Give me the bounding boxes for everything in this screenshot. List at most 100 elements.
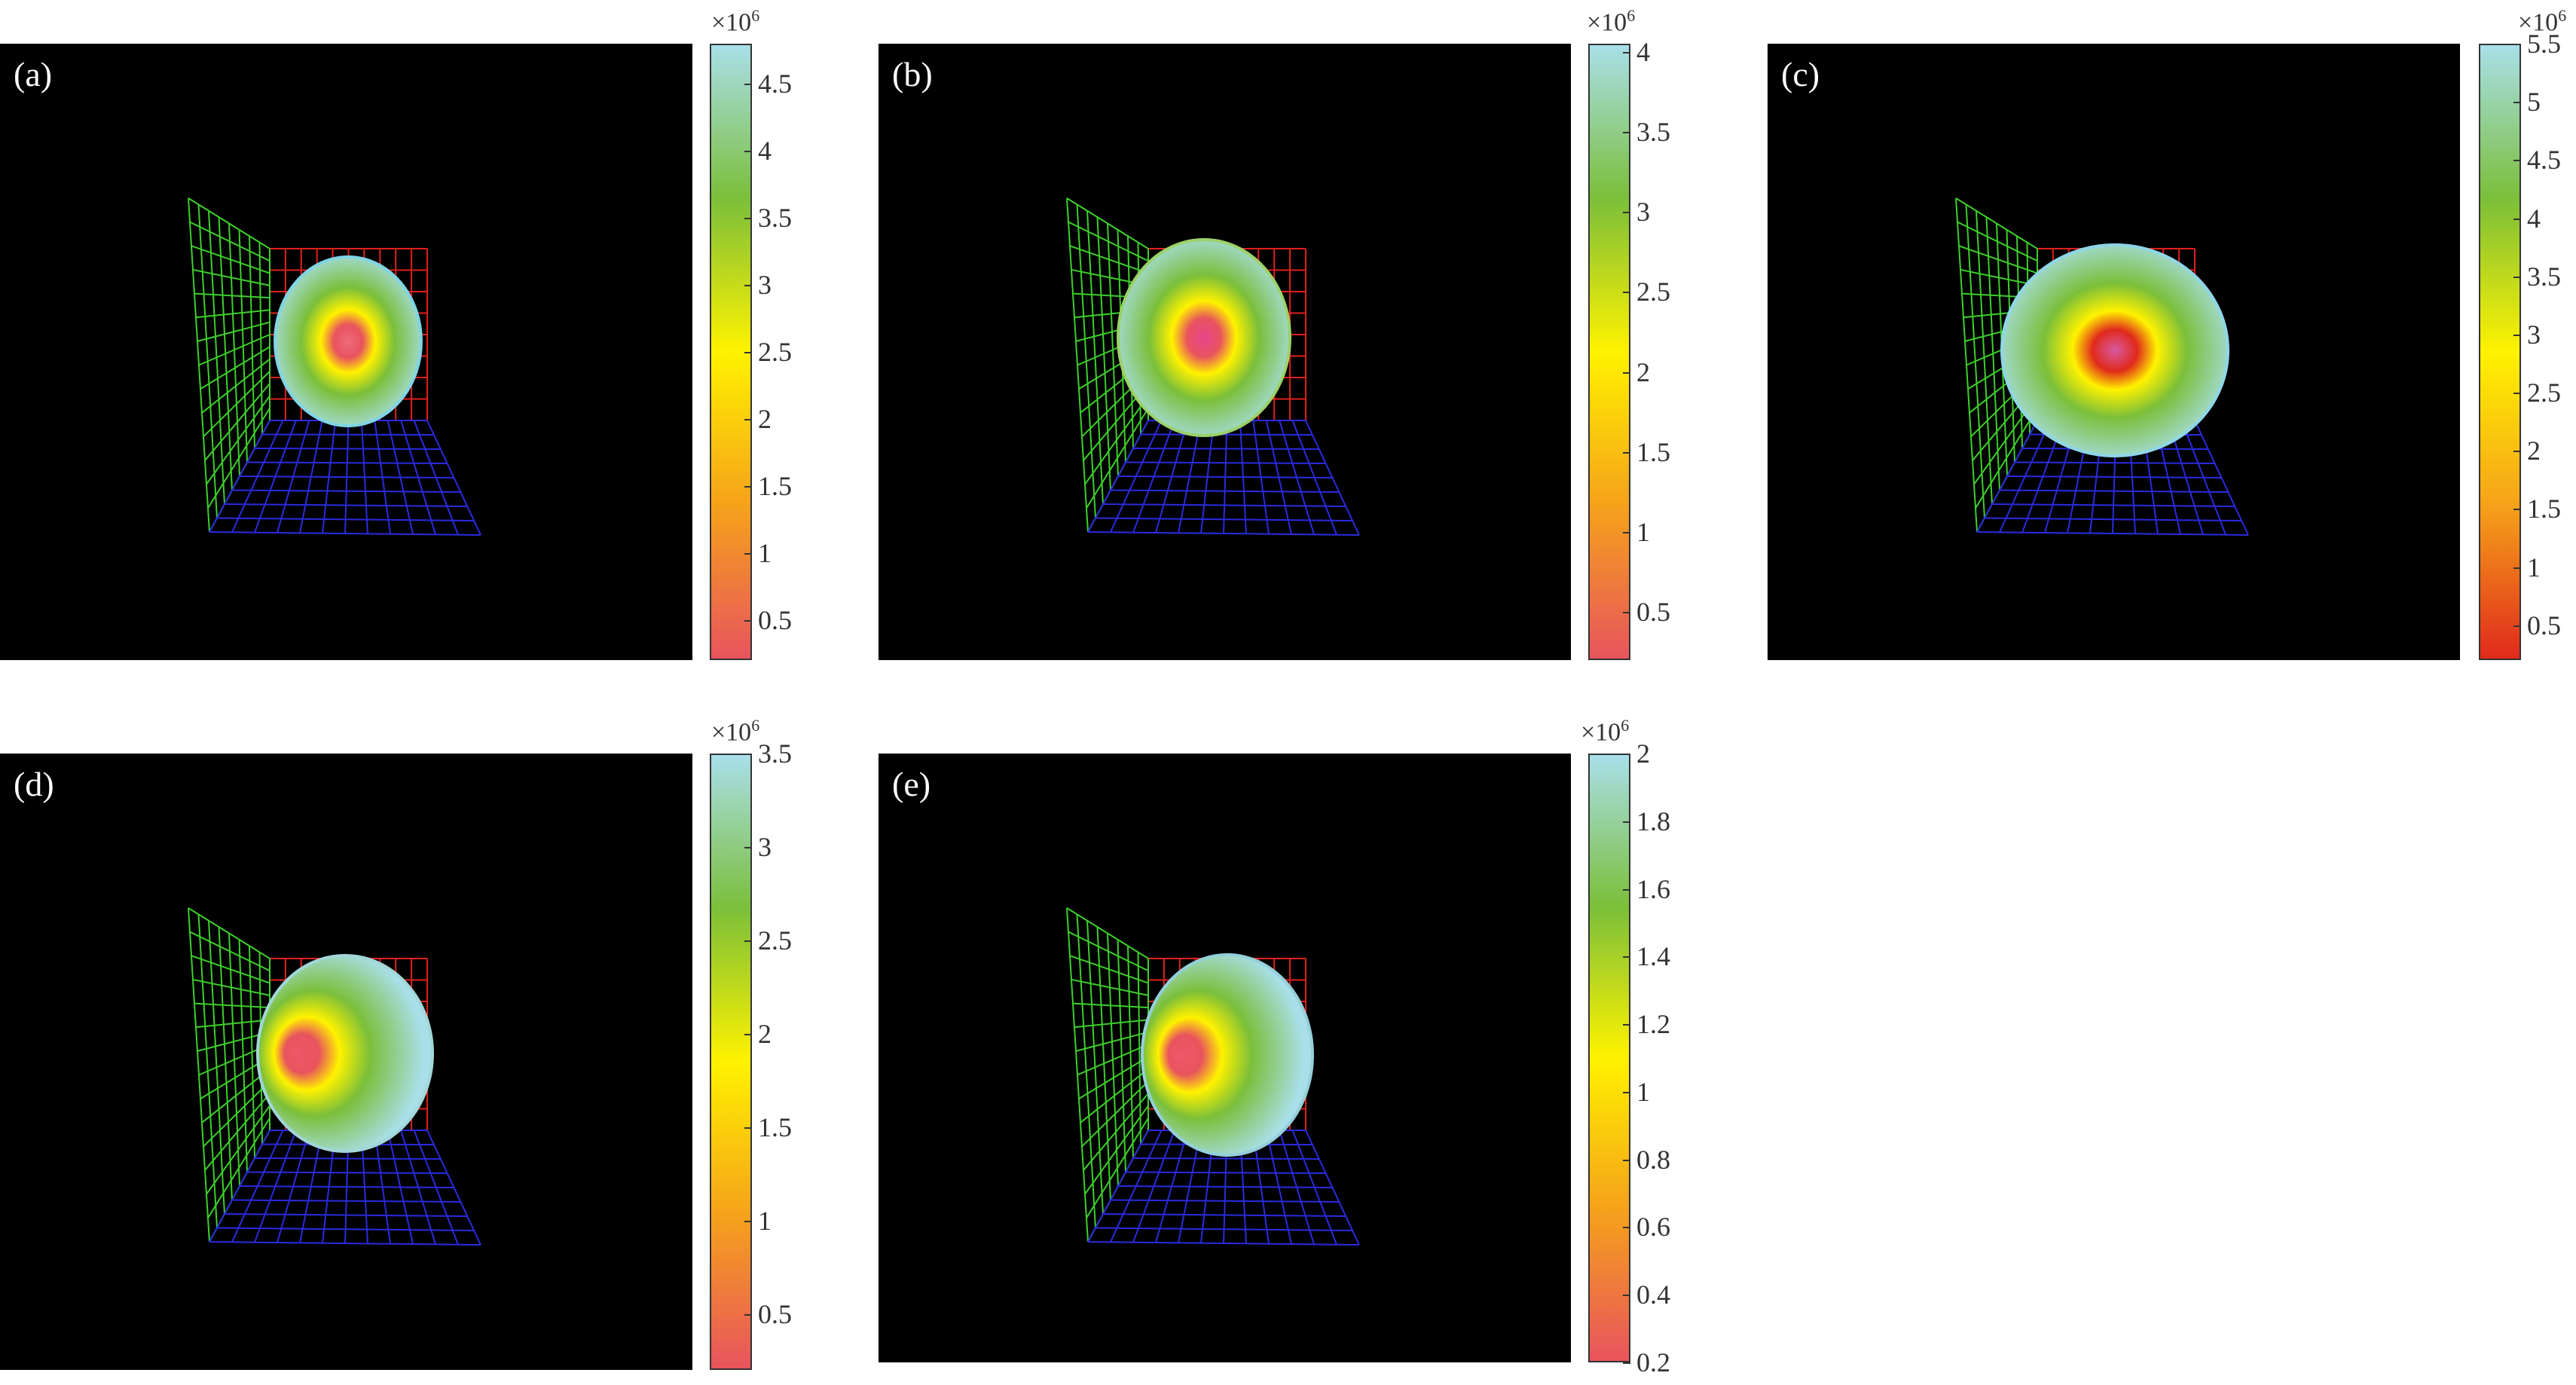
- grid-line: [1068, 931, 1149, 972]
- colorbar-multiplier-b: ×106: [1587, 6, 1635, 37]
- grid-line: [216, 1227, 475, 1231]
- colorbar-tick-label: 2: [1636, 356, 1650, 387]
- grid-line: [209, 531, 481, 536]
- colorbar-c: [2479, 44, 2521, 660]
- colorbar-tick-mark: [744, 846, 752, 848]
- colorbar-tick-label: 3: [758, 831, 772, 862]
- colorbar-multiplier-e: ×106: [1581, 716, 1629, 747]
- colorbar-tick-label: 0.8: [1636, 1144, 1670, 1175]
- multiplier-exponent-b: 6: [1627, 6, 1636, 25]
- colorbar-tick-mark: [1623, 612, 1630, 614]
- colorbar-tick-mark: [744, 1313, 752, 1316]
- colorbar-tick-mark: [2513, 625, 2521, 627]
- grid-line: [1125, 461, 1326, 464]
- multiplier-text-c: ×10: [2518, 8, 2559, 37]
- colorbar-tick-mark: [744, 418, 752, 420]
- colorbar-tick-label: 4.5: [2527, 145, 2561, 176]
- colorbar-multiplier-d: ×106: [711, 716, 759, 747]
- colorbar-tick-label: 4.5: [758, 69, 792, 99]
- colorbar-tick-mark: [744, 84, 752, 86]
- colorbar-tick-label: 1.5: [1636, 436, 1670, 467]
- grid-line: [239, 475, 454, 478]
- colorbar-tick-mark: [1623, 451, 1630, 454]
- colorbar-tick-mark: [744, 285, 752, 287]
- multiplier-exponent-e: 6: [1621, 716, 1630, 735]
- grid-line: [231, 1199, 461, 1203]
- colorbar-tick-mark: [1623, 212, 1630, 214]
- colorbar-tick-label: 2: [758, 1018, 772, 1049]
- multiplier-exponent-a: 6: [751, 6, 760, 25]
- grid-line: [2006, 475, 2222, 478]
- heat-spot-b: [1117, 238, 1291, 437]
- grid-line: [1095, 517, 1353, 521]
- grid-line: [1999, 489, 2229, 493]
- colorbar-tick-label: 1.5: [758, 470, 792, 501]
- colorbar-tick-mark: [1623, 888, 1630, 891]
- grid-line: [1102, 503, 1346, 507]
- colorbar-multiplier-c: ×106: [2518, 6, 2566, 37]
- grid-line: [1117, 475, 1333, 478]
- grid-line: [1066, 197, 1149, 249]
- grid-line: [246, 461, 448, 464]
- colorbar-tick-label: 2: [2527, 436, 2541, 466]
- colorbar-tick-mark: [2513, 567, 2521, 569]
- colorbar-tick-label: 1.2: [1636, 1009, 1670, 1040]
- colorbar-tick-mark: [744, 754, 752, 755]
- colorbar-tick-label: 4: [758, 136, 772, 167]
- multiplier-exponent-c: 6: [2558, 6, 2567, 25]
- colorbar-tick-label: 2.5: [758, 337, 792, 367]
- colorbar-tick-label: 3.5: [1636, 116, 1670, 147]
- grid-line: [1117, 1185, 1333, 1188]
- grid-floor-b: [1087, 420, 1360, 536]
- colorbar-tick-label: 0.5: [1636, 597, 1670, 628]
- colorbar-tick-mark: [2513, 509, 2521, 511]
- grid-line: [1080, 1068, 1149, 1124]
- grid-line: [194, 1002, 270, 1009]
- colorbar-tick-label: 3.5: [2527, 261, 2561, 292]
- colorbar-tick-mark: [2513, 102, 2521, 104]
- panel-label-b: (b): [892, 55, 933, 93]
- grid-line: [1066, 907, 1149, 959]
- colorbar-tick-mark: [2513, 44, 2521, 45]
- grid-line: [194, 292, 270, 299]
- colorbar-tick-label: 3: [1636, 197, 1650, 228]
- grid-line: [1084, 1105, 1149, 1195]
- grid-line: [189, 221, 270, 262]
- colorbar-tick-label: 1.5: [2527, 494, 2561, 524]
- grid-line: [1084, 395, 1149, 485]
- grid-line: [201, 1068, 270, 1124]
- grid-line: [1960, 268, 2038, 286]
- grid-line: [204, 1093, 270, 1171]
- scene-e: [1066, 907, 1360, 1246]
- colorbar-tick-label: 0.5: [2527, 610, 2561, 641]
- colorbar-tick-mark: [1623, 532, 1630, 534]
- colorbar-tick-label: 0.6: [1636, 1212, 1670, 1243]
- panel-label-a: (a): [14, 55, 53, 93]
- colorbar-tick-label: 3.5: [758, 738, 792, 769]
- grid-line: [1087, 531, 1360, 536]
- colorbar-tick-label: 4: [1636, 36, 1650, 67]
- grid-line: [1957, 221, 2038, 262]
- colorbar-tick-label: 2: [1636, 738, 1650, 769]
- grid-line: [203, 1081, 270, 1148]
- scene-a: [188, 197, 481, 536]
- multiplier-text-b: ×10: [1587, 8, 1627, 37]
- colorbar-tick-label: 1.5: [758, 1111, 792, 1142]
- grid-line: [195, 1019, 270, 1029]
- colorbar-tick-label: 2.5: [1636, 277, 1670, 307]
- heat-spot-e: [1141, 953, 1314, 1157]
- colorbar-tick-label: 2.5: [758, 925, 792, 955]
- grid-left-d: [188, 907, 270, 1243]
- multiplier-text-e: ×10: [1581, 718, 1621, 747]
- multiplier-exponent-d: 6: [751, 716, 760, 735]
- colorbar-tick-mark: [744, 218, 752, 220]
- grid-line: [197, 321, 270, 342]
- grid-line: [1975, 408, 2038, 509]
- colorbar-tick-mark: [1623, 821, 1630, 823]
- colorbar-tick-mark: [2513, 160, 2521, 162]
- grid-line: [188, 907, 270, 959]
- grid-left-a: [188, 197, 270, 533]
- grid-floor-a: [209, 420, 481, 536]
- grid-line: [224, 1213, 468, 1217]
- colorbar-tick-label: 2: [758, 403, 772, 434]
